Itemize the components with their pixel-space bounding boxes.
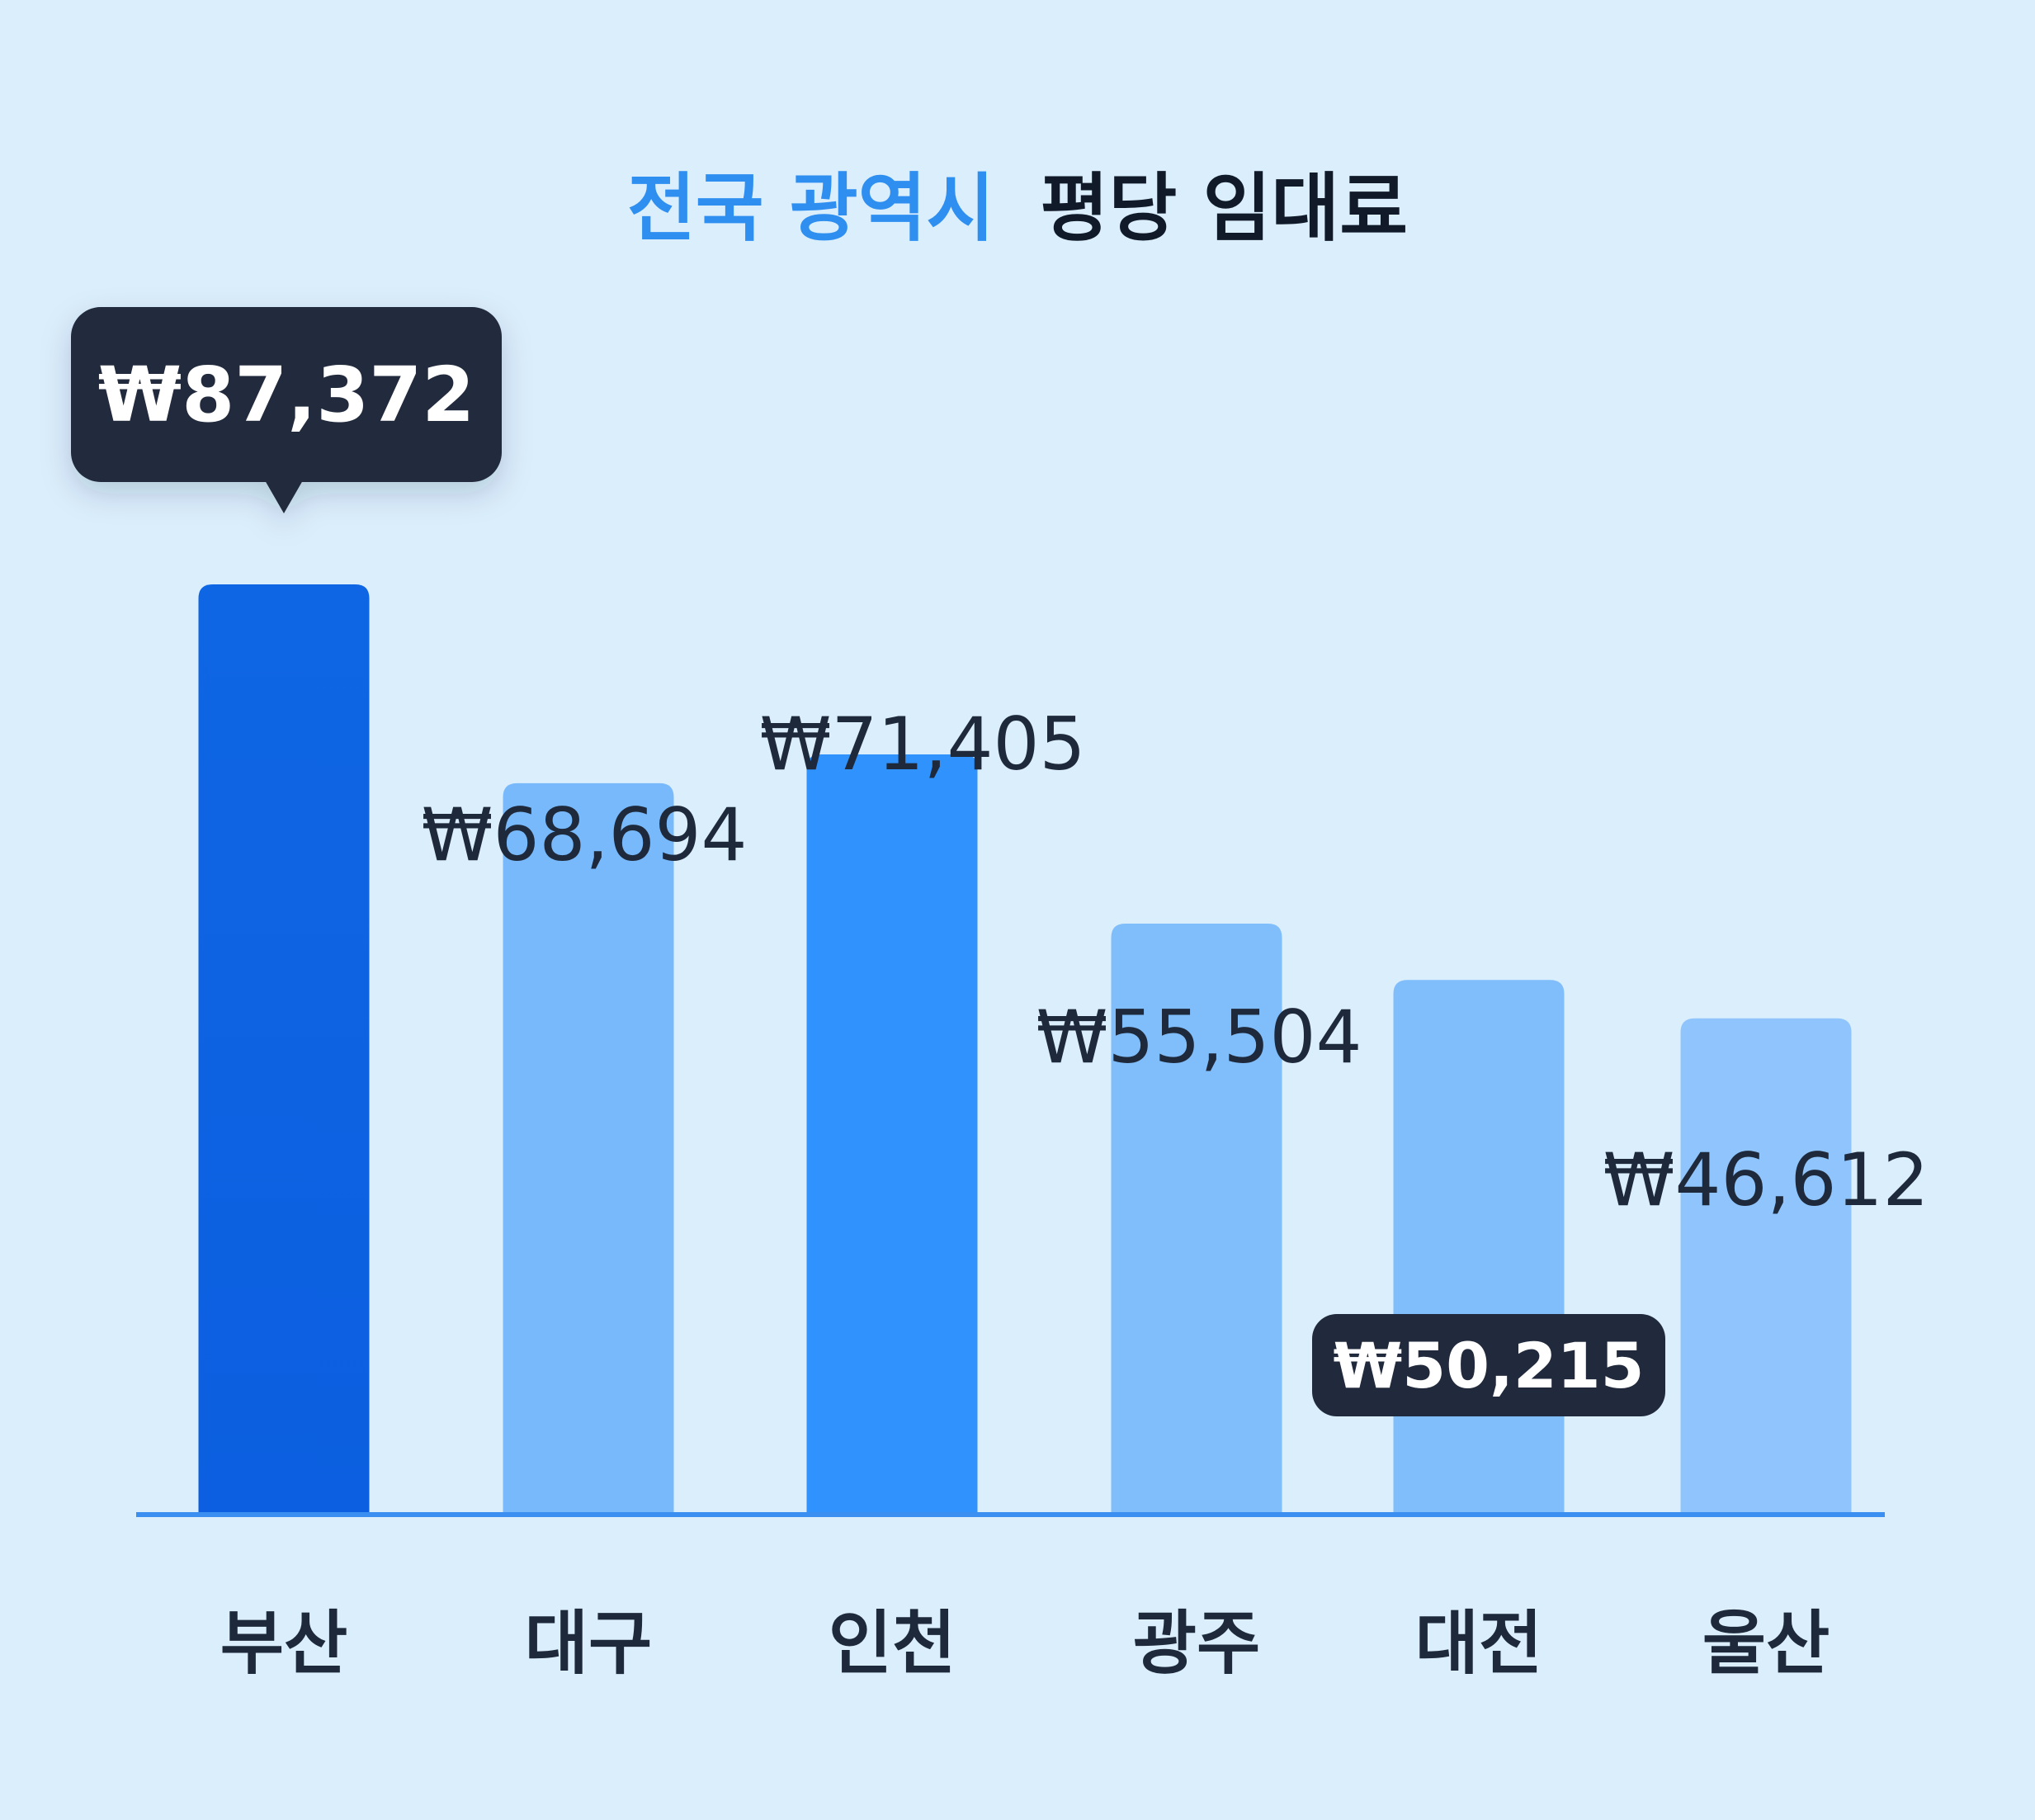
bar-incheon[interactable] [806, 754, 978, 1515]
x-tick-label-incheon: 인천 [829, 1603, 956, 1684]
labels-layer: 부산 대구 인천 광주 대전 울산 ₩87,372 ₩68,694₩71,405 ₩55,504… [71, 307, 1929, 1684]
data-label-daejeon: ₩50,215 [1333, 1329, 1644, 1402]
bar-daejeon[interactable] [1393, 980, 1565, 1515]
tooltip-busan-pointer [265, 480, 303, 513]
x-tick-label-busan: 부산 [220, 1603, 348, 1684]
data-label-ulsan: ₩46,612 [1603, 1137, 1929, 1222]
badge-daejeon-box [1312, 1314, 1665, 1416]
bar-gwangju[interactable] [1111, 924, 1282, 1515]
x-tick-label-gwangju: 광주 [1133, 1603, 1261, 1684]
chart-title: 전국 광역시 평당 임대료 [627, 165, 1408, 252]
bar-ulsan[interactable] [1680, 1018, 1852, 1515]
data-label-gwangju: ₩55,504 [1036, 995, 1362, 1080]
tooltip-busan-box [71, 307, 502, 482]
badge-daejeon: ₩50,215 [1312, 1314, 1665, 1416]
bar-daegu[interactable] [503, 782, 674, 1515]
data-label-busan: ₩87,372 [98, 351, 475, 439]
data-label-daegu: ₩68,694 [422, 792, 748, 877]
x-tick-label-ulsan: 울산 [1702, 1603, 1830, 1684]
data-label-incheon: ₩71,405 [760, 702, 1086, 787]
bars-layer [198, 584, 1852, 1515]
chart-title-main: 평당 임대료 [1041, 165, 1408, 252]
x-tick-label-daejeon: 대전 [1415, 1603, 1543, 1684]
x-tick-label-daegu: 대구 [525, 1603, 653, 1684]
bar-busan[interactable] [198, 584, 370, 1515]
tooltip-busan: ₩87,372 [71, 307, 502, 513]
chart-title-accent: 전국 광역시 [627, 165, 994, 252]
